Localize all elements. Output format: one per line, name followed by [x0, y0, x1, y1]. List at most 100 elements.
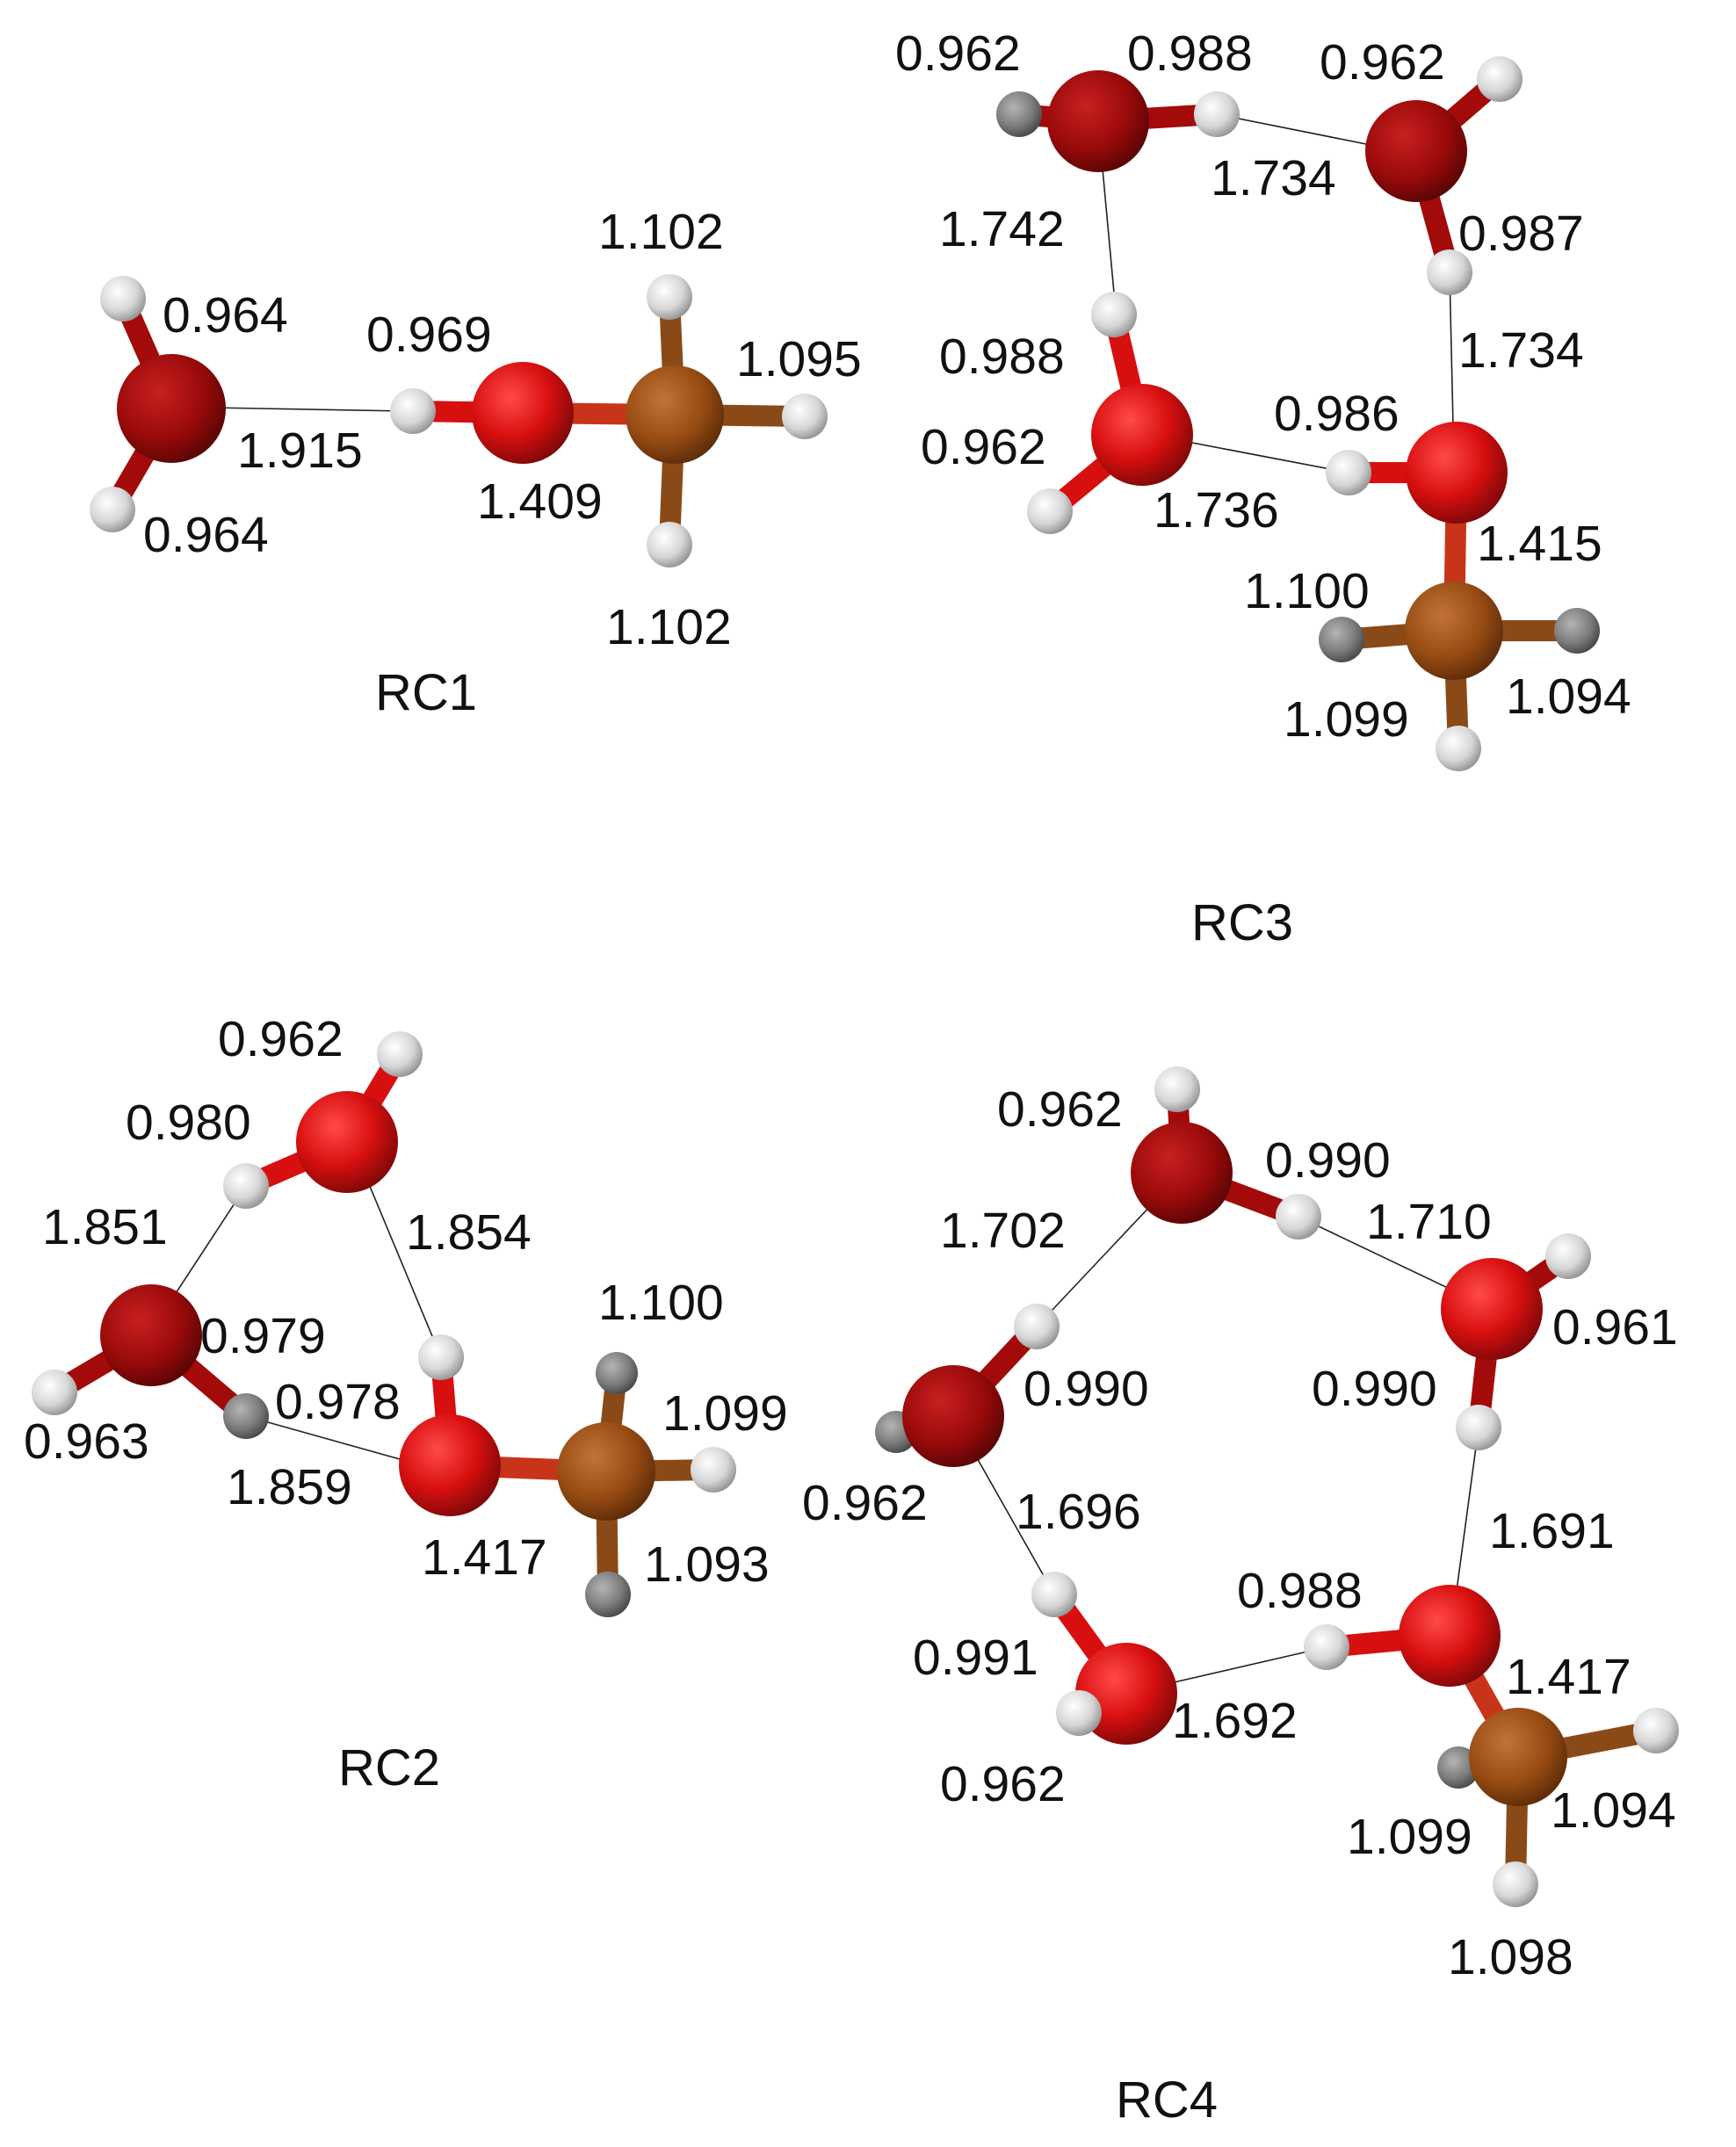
- bond-length-label: 0.988: [1237, 1563, 1363, 1619]
- hydrogen-atom: [1091, 292, 1137, 337]
- bond-length-label: 0.962: [802, 1475, 928, 1531]
- hydrogen-atom: [1031, 1572, 1077, 1617]
- hydrogen-atom: [1056, 1690, 1102, 1736]
- carbon-atom: [1469, 1708, 1567, 1806]
- hydrogen-atom: [1304, 1624, 1349, 1670]
- bond-length-label: 1.736: [1154, 482, 1279, 539]
- hydrogen-atom: [1477, 56, 1523, 102]
- hydrogen-bond: [210, 407, 407, 412]
- hydrogen-atom: [1554, 608, 1600, 654]
- structure-rc2: 0.962 0.980 1.851 1.854 0.979 0.963 0.97…: [24, 1011, 788, 1796]
- oxygen-atom: [1091, 384, 1193, 486]
- structure-caption: RC3: [1191, 894, 1293, 951]
- carbon-atom: [626, 365, 724, 464]
- bond-length-label: 1.100: [598, 1275, 724, 1331]
- hydrogen-atom: [377, 1031, 423, 1077]
- bond-length-label: 1.093: [644, 1536, 770, 1593]
- hydrogen-atom: [1456, 1405, 1501, 1450]
- structure-caption: RC2: [338, 1739, 440, 1796]
- hydrogen-atom: [1633, 1708, 1679, 1753]
- hydrogen-atom: [1014, 1304, 1060, 1349]
- bond-length-label: 0.964: [163, 287, 288, 343]
- bond-length-label: 0.962: [997, 1081, 1123, 1138]
- bond-length-label: 1.102: [606, 599, 732, 655]
- hydrogen-atom: [32, 1370, 77, 1415]
- oxygen-atom: [296, 1091, 398, 1193]
- bond-length-label: 1.094: [1551, 1782, 1676, 1839]
- bond-length-label: 1.734: [1211, 150, 1336, 206]
- bond-length-label: 1.100: [1244, 563, 1370, 619]
- bond-length-label: 1.415: [1477, 516, 1602, 572]
- bond-length-label: 0.980: [126, 1095, 251, 1151]
- hydrogen-atom: [1194, 91, 1240, 137]
- oxygen-atom: [100, 1284, 202, 1386]
- bond-length-label: 1.854: [406, 1204, 532, 1261]
- oxygen-atom: [1441, 1258, 1543, 1360]
- hydrogen-atom: [691, 1447, 736, 1493]
- oxygen-atom: [1047, 70, 1149, 172]
- hydrogen-atom: [100, 276, 146, 322]
- carbon-atom: [1405, 582, 1503, 680]
- bond-length-label: 1.099: [662, 1385, 788, 1442]
- structure-rc4: 0.962 0.990 1.702 1.710 0.961 0.990 0.99…: [802, 1066, 1679, 2129]
- hydrogen-atom: [1493, 1861, 1538, 1907]
- bond-length-label: 1.102: [598, 204, 724, 260]
- structure-rc3: 0.962 0.988 0.962 1.734 0.987 1.742 0.98…: [895, 25, 1631, 951]
- hydrogen-atom: [1326, 450, 1371, 495]
- bond-length-label: 0.988: [1127, 25, 1253, 82]
- bond-length-label: 1.094: [1506, 669, 1631, 725]
- bond-length-label: 0.987: [1458, 206, 1584, 262]
- oxygen-atom: [1406, 422, 1508, 524]
- bond-length-label: 0.979: [200, 1308, 326, 1364]
- bond-length-label: 0.990: [1312, 1361, 1437, 1417]
- bond-length-label: 0.978: [275, 1374, 401, 1430]
- structure-caption: RC1: [375, 664, 477, 721]
- bond-length-label: 1.734: [1458, 322, 1584, 379]
- hydrogen-atom: [1427, 249, 1472, 295]
- bond-length-label: 0.962: [940, 1756, 1066, 1812]
- hydrogen-atom: [782, 394, 828, 439]
- hydrogen-atom: [1027, 488, 1073, 534]
- hydrogen-atom: [647, 522, 692, 567]
- hydrogen-atom: [223, 1163, 269, 1209]
- hydrogen-atom: [418, 1334, 464, 1380]
- oxygen-atom: [1365, 100, 1467, 202]
- hydrogen-atom: [1276, 1194, 1321, 1240]
- hydrogen-atom: [390, 388, 436, 434]
- hydrogen-atom: [1319, 617, 1364, 662]
- bond-length-label: 1.851: [42, 1199, 168, 1255]
- bond-length-label: 0.962: [1320, 34, 1445, 90]
- oxygen-atom: [902, 1365, 1004, 1467]
- bond-length-label: 1.099: [1347, 1809, 1472, 1865]
- structure-caption: RC4: [1116, 2071, 1218, 2129]
- bond-length-label: 1.710: [1366, 1194, 1492, 1250]
- bond-length-label: 0.990: [1024, 1361, 1149, 1417]
- bond-length-label: 0.962: [895, 25, 1021, 82]
- hydrogen-atom: [1154, 1066, 1200, 1112]
- bond-length-label: 1.702: [940, 1203, 1066, 1259]
- hydrogen-atom: [1436, 726, 1481, 771]
- bond-length-label: 1.099: [1284, 691, 1409, 748]
- bond-length-label: 1.742: [939, 201, 1065, 257]
- bond-length-label: 1.915: [237, 423, 363, 479]
- oxygen-atom: [1131, 1122, 1233, 1224]
- bond-length-label: 1.696: [1016, 1484, 1141, 1540]
- oxygen-atom: [1399, 1585, 1501, 1687]
- structure-rc1: 0.964 0.964 1.915 0.969 1.409 1.102 1.09…: [90, 204, 862, 721]
- oxygen-atom: [472, 362, 574, 464]
- hydrogen-atom: [585, 1572, 631, 1617]
- bond-length-label: 1.691: [1489, 1503, 1615, 1559]
- hydrogen-atom: [596, 1352, 638, 1394]
- bond-length-label: 0.991: [913, 1630, 1038, 1686]
- bond-length-label: 1.098: [1448, 1929, 1573, 1985]
- carbon-atom: [557, 1422, 655, 1521]
- hydrogen-atom: [1545, 1233, 1591, 1279]
- bond-length-label: 0.963: [24, 1413, 149, 1470]
- bond-length-label: 0.964: [143, 507, 269, 563]
- hydrogen-atom: [90, 487, 135, 532]
- bond-length-label: 1.409: [477, 473, 603, 530]
- oxygen-atom: [117, 354, 226, 463]
- bond-length-label: 1.692: [1172, 1693, 1298, 1749]
- bond-length-label: 0.962: [921, 419, 1046, 475]
